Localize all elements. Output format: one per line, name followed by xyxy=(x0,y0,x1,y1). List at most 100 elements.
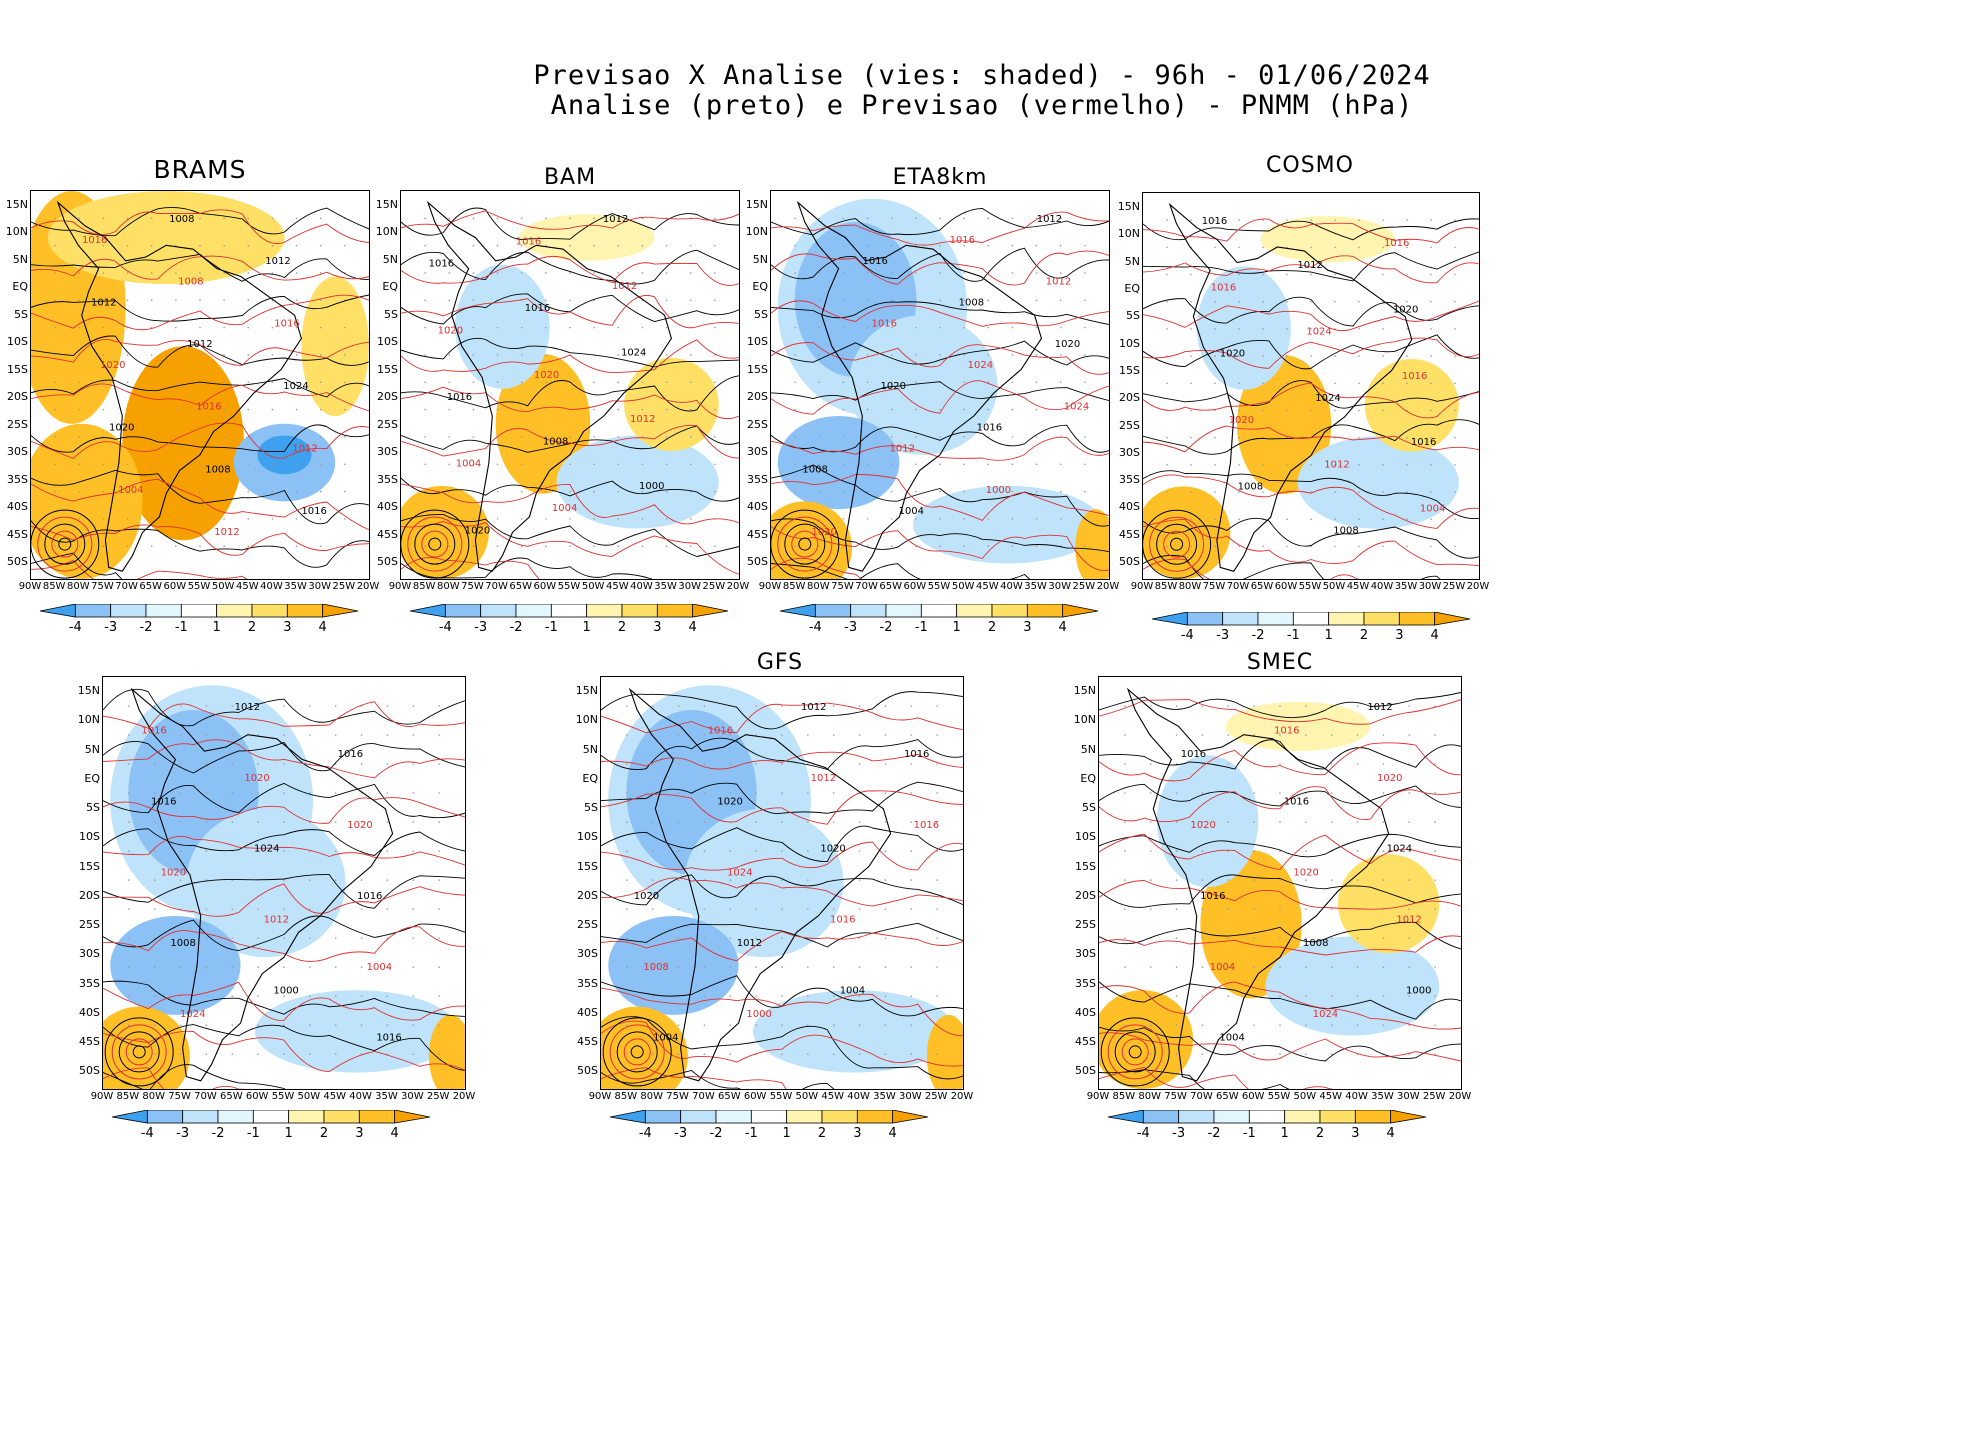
grid-dot xyxy=(545,408,547,411)
grid-dot xyxy=(1382,966,1385,968)
grid-dot xyxy=(807,966,809,968)
grid-dot xyxy=(626,792,628,794)
grid-dot xyxy=(1434,734,1436,736)
map-panel-smec: 1012 1016 1016 1020 1016 1020 1024 1020 1016 1012… xyxy=(1098,676,1462,1090)
grid-dot xyxy=(344,518,346,520)
grid-dot xyxy=(295,299,298,302)
grid-dot xyxy=(257,1024,259,1026)
grid-dot xyxy=(729,792,732,794)
isobar-label: 1016 xyxy=(1384,238,1409,249)
grid-dot xyxy=(866,381,869,384)
grid-dot xyxy=(319,381,322,384)
lat-label: 15S xyxy=(577,859,598,873)
grid-dot xyxy=(910,1053,913,1055)
grid-dot xyxy=(1406,464,1408,466)
analysis-isobar xyxy=(401,375,739,412)
grid-dot xyxy=(1190,382,1192,385)
grid-dot xyxy=(150,463,153,466)
grid-dot xyxy=(545,490,547,493)
lat-label: 40S xyxy=(577,1005,598,1019)
grid-dot xyxy=(963,326,965,329)
lat-label: 50S xyxy=(79,1064,100,1078)
grid-dot xyxy=(1334,545,1336,548)
grid-dot xyxy=(884,966,887,968)
grid-dot xyxy=(1406,273,1408,276)
analysis-isobar xyxy=(401,338,739,368)
grid-dot xyxy=(807,705,809,707)
grid-dot xyxy=(309,908,311,910)
lon-label: 80W xyxy=(640,1091,664,1102)
lat-label: 50S xyxy=(1119,555,1140,569)
grid-dot xyxy=(1035,326,1038,329)
grid-dot xyxy=(271,326,274,329)
analysis-isobar xyxy=(103,980,465,1017)
grid-dot xyxy=(102,490,105,493)
lat-label: 30S xyxy=(577,947,598,961)
grid-dot xyxy=(271,354,274,356)
map-panel-gfs: 1012 1016 1016 1012 1020 1016 1020 1024 1020 1016… xyxy=(600,676,964,1090)
grid-dot xyxy=(1084,408,1086,411)
grid-dot xyxy=(1286,409,1288,412)
analysis-isobar xyxy=(401,207,739,240)
grid-dot xyxy=(448,381,451,384)
grid-dot xyxy=(545,217,547,220)
grid-dot xyxy=(1166,300,1168,303)
map-panel-brams: 1008 1016 1012 1008 1012 1016 1012 1020 1024 1016… xyxy=(30,190,370,580)
grid-dot xyxy=(651,850,654,852)
grid-dot xyxy=(858,908,861,910)
grid-dot xyxy=(1227,821,1230,823)
lat-label: 15N xyxy=(77,684,100,697)
colorbar-label: 2 xyxy=(817,1126,827,1141)
colorbar-label: -4 xyxy=(638,1126,652,1141)
colorbar-unnamed xyxy=(112,1110,430,1124)
lat-label: EQ xyxy=(582,771,598,785)
grid-dot xyxy=(1382,491,1384,493)
colorbar-label: -4 xyxy=(1180,628,1194,643)
grid-dot xyxy=(1201,792,1204,794)
grid-dot xyxy=(1175,908,1178,910)
lon-label: 20W xyxy=(1466,581,1490,592)
low-pressure-ring xyxy=(407,516,463,572)
lon-label: 55W xyxy=(927,581,951,592)
colorbar-swatch xyxy=(856,1110,894,1124)
grid-dot xyxy=(1334,491,1336,493)
forecast-isobar xyxy=(1099,880,1461,910)
grid-dot xyxy=(939,272,941,274)
lon-label: 30W xyxy=(678,581,702,592)
grid-dot xyxy=(295,354,298,356)
grid-dot xyxy=(729,966,732,968)
grid-dot xyxy=(842,436,845,438)
grid-dot xyxy=(832,792,835,794)
grid-dot xyxy=(545,326,547,329)
grid-dot xyxy=(781,734,783,736)
lon-label: 60W xyxy=(533,581,557,592)
grid-dot xyxy=(1356,995,1359,997)
lat-label: 20S xyxy=(747,390,768,404)
colorbar-swatch xyxy=(1213,1110,1250,1124)
grid-dot xyxy=(1382,464,1384,466)
grid-dot xyxy=(223,545,225,548)
lon-label: 65W xyxy=(139,581,163,592)
grid-dot xyxy=(295,326,298,329)
isobar-label: 1004 xyxy=(899,506,924,517)
grid-dot xyxy=(1149,1024,1152,1026)
lat-label: 30S xyxy=(747,445,768,459)
grid-dot xyxy=(128,705,130,707)
grid-dot xyxy=(126,217,129,220)
grid-dot xyxy=(295,217,298,220)
grid-dot xyxy=(1330,879,1333,881)
colorbar-label: -3 xyxy=(674,1126,688,1141)
grid-dot xyxy=(1011,518,1014,520)
grid-dot xyxy=(832,1053,835,1055)
grid-dot xyxy=(729,734,732,736)
forecast-isobar xyxy=(1143,255,1479,284)
grid-dot xyxy=(283,763,285,765)
isobar-label: 1020 xyxy=(100,360,125,371)
forecast-isobar xyxy=(401,483,739,525)
grid-dot xyxy=(641,490,644,493)
warm-bias-area xyxy=(1143,486,1231,579)
low-pressure-ring xyxy=(623,1038,651,1066)
grid-dot xyxy=(1262,246,1264,249)
lat-label: 15S xyxy=(1075,859,1096,873)
grid-dot xyxy=(128,879,130,881)
